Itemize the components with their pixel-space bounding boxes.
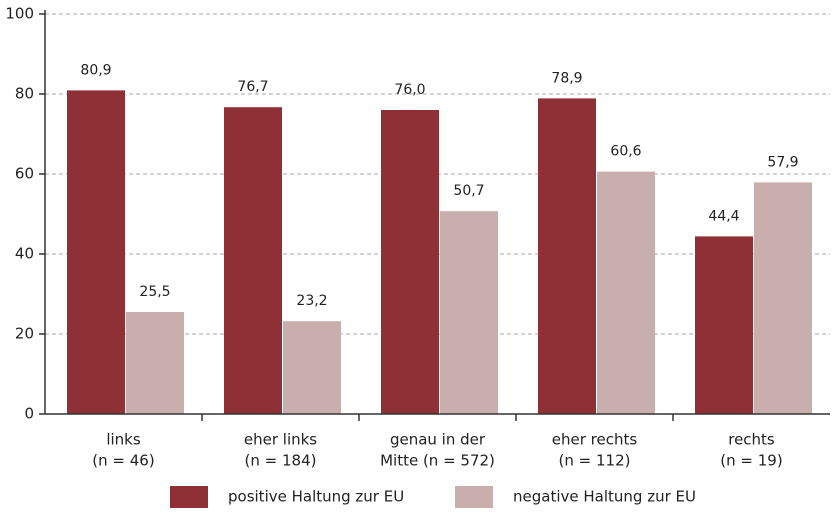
y-tick-label: 60 <box>15 165 34 183</box>
value-label: 76,7 <box>237 79 268 95</box>
x-tick-label: Mitte (n = 572) <box>380 452 495 470</box>
x-tick-label: (n = 19) <box>720 452 782 470</box>
value-label: 44,4 <box>708 208 739 224</box>
y-tick-label: 20 <box>15 325 34 343</box>
x-tick-label: rechts <box>728 431 775 449</box>
value-label: 23,2 <box>296 293 327 309</box>
bar <box>440 211 498 414</box>
bar <box>538 98 596 415</box>
bar <box>224 107 282 414</box>
value-label: 78,9 <box>551 70 582 86</box>
x-tick-label: (n = 184) <box>245 452 317 470</box>
x-tick-label: genau in der <box>390 431 486 449</box>
bar <box>754 182 812 414</box>
value-label: 76,0 <box>394 82 425 98</box>
legend-swatch <box>455 486 493 508</box>
value-label: 60,6 <box>610 144 641 160</box>
value-label: 50,7 <box>453 183 484 199</box>
bar <box>283 321 341 414</box>
y-tick-label: 40 <box>15 245 34 263</box>
bar <box>126 312 184 414</box>
bar <box>381 110 439 414</box>
value-label: 57,9 <box>767 154 798 170</box>
bar <box>597 171 655 414</box>
x-tick-label: eher links <box>244 431 317 449</box>
y-tick-label: 80 <box>15 85 34 103</box>
bar <box>67 90 125 415</box>
value-label: 80,9 <box>80 62 111 78</box>
bar <box>695 236 753 414</box>
x-tick-label: (n = 112) <box>559 452 631 470</box>
legend-swatch <box>170 486 208 508</box>
x-tick-label: eher rechts <box>552 431 638 449</box>
legend-label: positive Haltung zur EU <box>228 488 404 506</box>
value-label: 25,5 <box>139 284 170 300</box>
x-tick-label: (n = 46) <box>92 452 154 470</box>
y-tick-label: 0 <box>24 405 34 423</box>
legend-label: negative Haltung zur EU <box>513 488 696 506</box>
y-tick-label: 100 <box>5 5 34 23</box>
x-tick-label: links <box>106 431 141 449</box>
